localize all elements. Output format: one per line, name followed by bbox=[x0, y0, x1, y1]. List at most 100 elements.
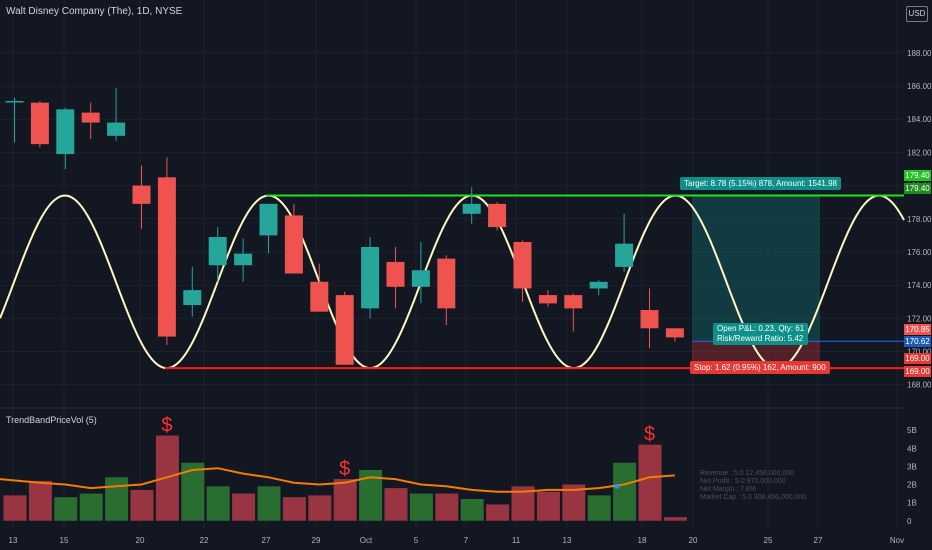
target-tag-bottom: 179.40 bbox=[904, 183, 931, 194]
price-tick-label: 174.00 bbox=[907, 281, 932, 290]
candle-body bbox=[386, 261, 405, 287]
candle-body bbox=[208, 237, 227, 266]
entry-tag: 170.62 bbox=[904, 336, 931, 347]
sine-wave-line bbox=[0, 194, 905, 370]
candle-body bbox=[284, 215, 303, 274]
target-tag-top: 179.40 bbox=[904, 170, 931, 181]
time-tick-label: Oct bbox=[360, 536, 373, 545]
candle bbox=[132, 165, 151, 229]
candle bbox=[30, 100, 49, 148]
time-tick-label: 27 bbox=[814, 536, 823, 545]
volume-bar bbox=[3, 495, 27, 521]
volume-bar bbox=[638, 444, 662, 521]
candle-body bbox=[488, 203, 507, 228]
stat-line: Market Cap : 5.0 308,456,000,000 bbox=[700, 494, 807, 501]
stop-label[interactable]: Stop: 1.62 (0.95%) 162, Amount: 900 bbox=[690, 361, 830, 374]
candle bbox=[437, 255, 456, 325]
candle-body bbox=[259, 203, 278, 236]
candle-body bbox=[665, 328, 684, 338]
time-tick-label: 18 bbox=[638, 536, 647, 545]
candle bbox=[107, 87, 126, 141]
price-tick-label: 168.00 bbox=[907, 381, 932, 390]
volume-bar bbox=[308, 495, 332, 521]
price-tick-label: 170.00 bbox=[907, 348, 932, 357]
target-label[interactable]: Target: 8.78 (5.15%) 878, Amount: 1541.9… bbox=[680, 177, 841, 190]
candle bbox=[157, 157, 176, 345]
stat-line: Net Profit : 5.0 970,000,000 bbox=[700, 478, 786, 485]
price-tick-label: 176.00 bbox=[907, 248, 932, 257]
candle bbox=[411, 242, 430, 304]
pnl-line: Open P&L: 0.23, Qty: 61 bbox=[717, 324, 805, 333]
volume-bars bbox=[3, 435, 687, 521]
stats-box: Revenue : 5.0 12,456,000,000 Net Profit … bbox=[700, 470, 806, 502]
currency-badge[interactable]: USD bbox=[906, 6, 928, 22]
candle bbox=[259, 203, 278, 254]
candle-body bbox=[234, 253, 253, 266]
candle bbox=[564, 293, 583, 332]
indicator-title[interactable]: TrendBandPriceVol (5) bbox=[6, 415, 97, 425]
candles bbox=[5, 87, 684, 365]
candle-body bbox=[56, 109, 75, 155]
volume-tick-label: 1B bbox=[907, 499, 917, 508]
candle-body bbox=[335, 295, 354, 365]
pnl-box[interactable]: Open P&L: 0.23, Qty: 61 Risk/Reward Rati… bbox=[713, 323, 809, 345]
volume-tick-label: 4B bbox=[907, 444, 917, 453]
candle bbox=[665, 328, 684, 342]
risk-reward-line: Risk/Reward Ratio: 5.42 bbox=[717, 334, 804, 343]
stop-tag-top: 169.00 bbox=[904, 353, 931, 364]
candle-body bbox=[183, 290, 202, 306]
candle bbox=[81, 102, 100, 140]
time-tick-label: 27 bbox=[262, 536, 271, 545]
time-tick-label: 13 bbox=[563, 536, 572, 545]
time-axis: 13 15 20 22 27 29 Oct 5 7 11 13 18 20 25 27 Nov bbox=[9, 536, 905, 545]
candle-body bbox=[640, 310, 659, 329]
volume-bar bbox=[536, 491, 560, 521]
price-tick-label: 172.00 bbox=[907, 314, 932, 323]
symbol-title[interactable]: Walt Disney Company (The), 1D, NYSE bbox=[6, 6, 183, 17]
volume-bar bbox=[460, 499, 484, 521]
candle-body bbox=[157, 177, 176, 337]
candle bbox=[488, 202, 507, 231]
candle bbox=[208, 227, 227, 282]
volume-bar bbox=[206, 486, 230, 521]
price-tick-label: 182.00 bbox=[907, 148, 932, 157]
volume-bar bbox=[384, 488, 408, 521]
time-tick-label: 5 bbox=[414, 536, 419, 545]
time-tick-label: 22 bbox=[200, 536, 209, 545]
volume-bar bbox=[282, 497, 306, 521]
candle-body bbox=[411, 270, 430, 287]
candle bbox=[310, 263, 329, 312]
candle-body bbox=[437, 258, 456, 309]
candle bbox=[513, 240, 532, 302]
candle-body bbox=[589, 281, 608, 289]
volume-bar bbox=[105, 477, 129, 521]
volume-bar bbox=[562, 484, 586, 521]
price-tick-label: 188.00 bbox=[907, 49, 932, 58]
volume-marker bbox=[614, 483, 620, 489]
volume-bar bbox=[79, 493, 103, 521]
volume-bar bbox=[333, 479, 357, 521]
candle bbox=[335, 291, 354, 365]
candle bbox=[640, 288, 659, 349]
candle bbox=[56, 107, 75, 170]
candle bbox=[538, 290, 557, 307]
candle-body bbox=[30, 102, 49, 145]
candle-body bbox=[107, 122, 126, 136]
signal-marker: $ bbox=[644, 424, 655, 446]
signal-marker: $ bbox=[161, 415, 172, 437]
candle bbox=[615, 213, 634, 272]
candle-body bbox=[5, 100, 24, 103]
candle bbox=[234, 238, 253, 282]
candle-body bbox=[538, 295, 557, 304]
candle bbox=[462, 187, 481, 224]
signals: $ $ $ bbox=[161, 415, 655, 481]
time-tick-label: 13 bbox=[9, 536, 18, 545]
volume-bar bbox=[511, 486, 535, 521]
candle bbox=[183, 266, 202, 317]
volume-bar bbox=[28, 480, 52, 521]
candle-body bbox=[615, 243, 634, 267]
volume-axis: 5B 4B 3B 2B 1B 0 bbox=[907, 426, 917, 526]
candle-body bbox=[310, 281, 329, 312]
volume-tick-label: 2B bbox=[907, 481, 917, 490]
